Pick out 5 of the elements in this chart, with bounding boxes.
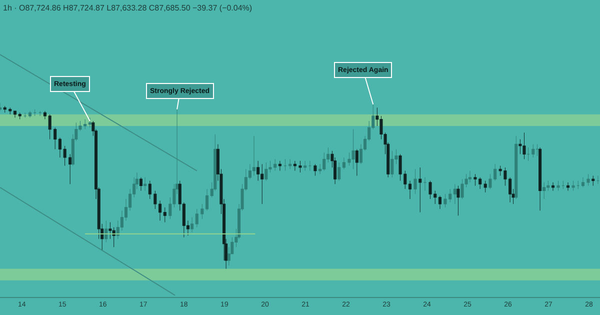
- candlestick: [260, 164, 264, 204]
- chart-title: 1h · O87,724.86 H87,724.87 L87,633.28 C87,685.50 −39.37 (−0.04%): [3, 3, 252, 12]
- candlestick: [418, 167, 422, 212]
- candlestick: [518, 139, 522, 154]
- candlestick: [252, 136, 256, 176]
